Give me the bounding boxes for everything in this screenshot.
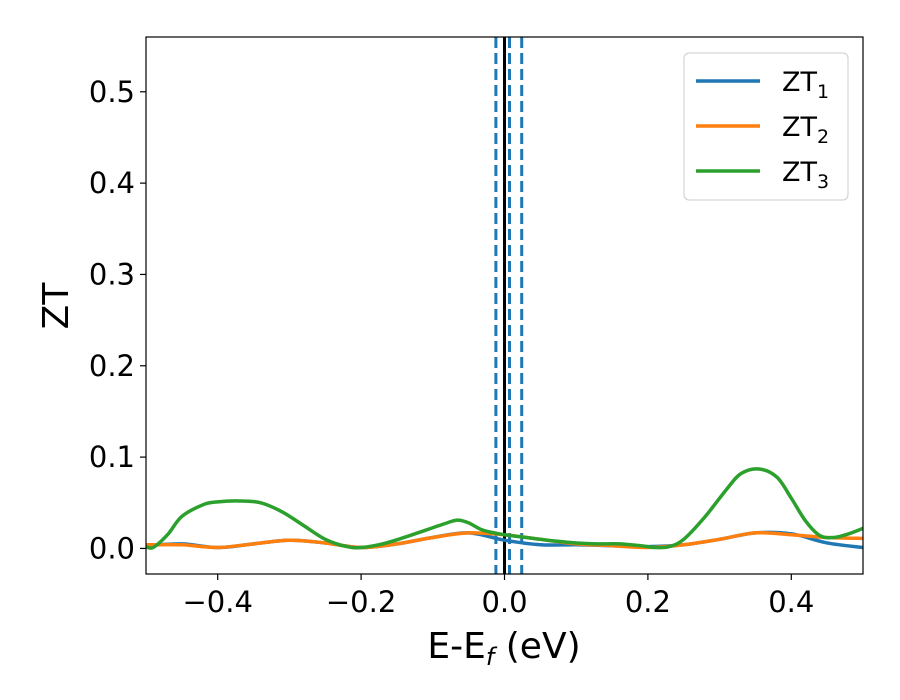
y-tick-label: 0.1 — [89, 440, 135, 474]
y-axis: 0.0 0.1 0.2 0.3 0.4 0.5 — [89, 75, 146, 565]
legend-label-zt2: ZT2 — [782, 112, 829, 148]
y-tick-label: 0.5 — [89, 75, 135, 109]
y-tick-label: 0.3 — [89, 257, 135, 291]
x-axis: −0.4 −0.2 0.0 0.2 0.4 — [182, 574, 814, 619]
y-tick-label: 0.0 — [89, 531, 135, 565]
series-layer — [146, 467, 863, 550]
x-axis-label: E-Ef (eV) — [427, 626, 580, 671]
y-axis-label: ZT — [36, 282, 77, 330]
y-tick-label: 0.2 — [89, 349, 135, 383]
y-tick-label: 0.4 — [89, 166, 135, 200]
series-line-zt3 — [146, 467, 863, 550]
legend-label-zt3: ZT3 — [782, 157, 829, 193]
legend: ZT1 ZT2 ZT3 — [683, 52, 849, 201]
x-tick-label: −0.4 — [182, 585, 252, 619]
x-tick-label: 0.2 — [625, 585, 671, 619]
legend-box — [683, 52, 849, 201]
x-tick-label: −0.2 — [326, 585, 396, 619]
vertical-lines — [494, 37, 524, 574]
legend-label-zt1: ZT1 — [782, 67, 829, 103]
x-tick-label: 0.0 — [481, 585, 527, 619]
x-tick-label: 0.4 — [768, 585, 814, 619]
